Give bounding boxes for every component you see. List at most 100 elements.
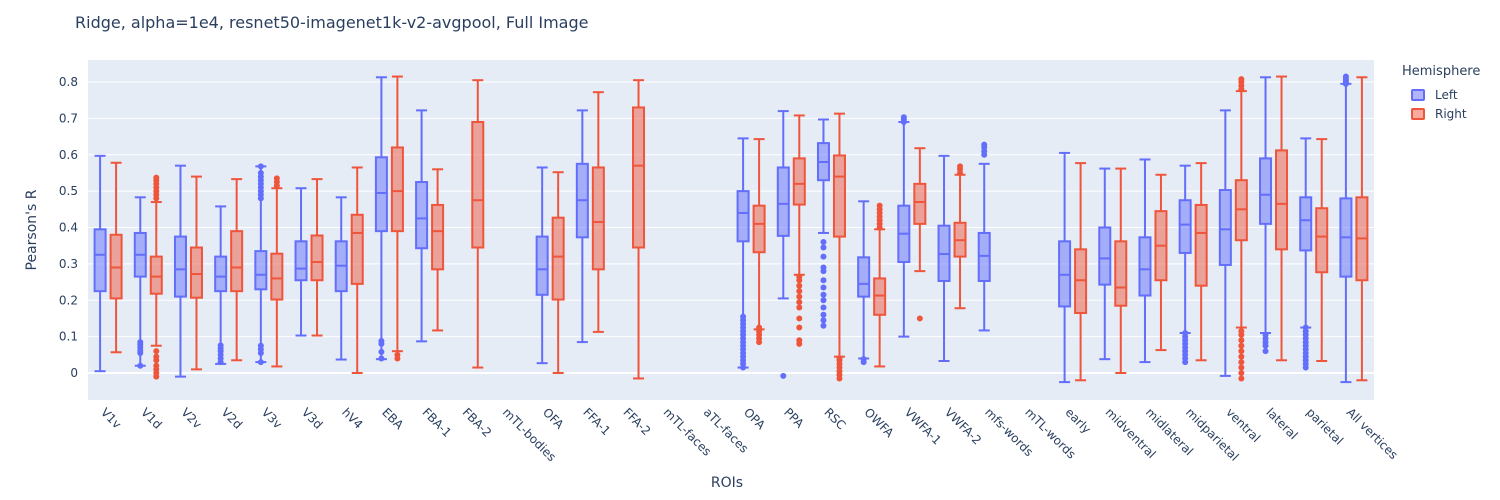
outlier-point bbox=[860, 356, 867, 363]
outlier-point bbox=[796, 324, 803, 331]
chart-title: Ridge, alpha=1e4, resnet50-imagenet1k-v2… bbox=[75, 13, 589, 32]
outlier-point bbox=[1238, 348, 1245, 355]
outlier-point bbox=[820, 264, 827, 271]
box-right[interactable] bbox=[1315, 138, 1329, 362]
box-iqr bbox=[857, 256, 871, 298]
legend-item-left[interactable]: Left bbox=[1411, 85, 1480, 104]
box-iqr bbox=[1275, 149, 1289, 251]
outlier-point bbox=[820, 317, 827, 324]
box-right[interactable] bbox=[1114, 167, 1128, 374]
box-right[interactable] bbox=[913, 147, 927, 322]
outlier-point bbox=[820, 239, 827, 246]
box-left[interactable] bbox=[1299, 137, 1313, 371]
box-right[interactable] bbox=[189, 175, 203, 371]
box-right[interactable] bbox=[109, 161, 123, 354]
x-tick-label: V2v bbox=[178, 405, 204, 431]
box-left[interactable] bbox=[133, 196, 147, 369]
box-right[interactable] bbox=[1234, 76, 1248, 382]
box-right[interactable] bbox=[752, 138, 766, 346]
box-left[interactable] bbox=[1178, 164, 1192, 366]
box-right[interactable] bbox=[873, 202, 887, 368]
box-left[interactable] bbox=[857, 200, 871, 366]
x-tick-label: hV4 bbox=[339, 405, 365, 431]
outlier-point bbox=[820, 311, 827, 318]
outlier-point bbox=[1302, 324, 1309, 331]
box-right[interactable] bbox=[1074, 162, 1088, 382]
box-right[interactable] bbox=[350, 166, 364, 374]
outlier-point bbox=[257, 169, 264, 176]
outlier-point bbox=[257, 342, 264, 349]
outlier-point bbox=[916, 315, 923, 322]
box-right[interactable] bbox=[471, 79, 485, 369]
x-tick-label: early bbox=[1062, 405, 1093, 436]
box-left[interactable] bbox=[736, 137, 750, 371]
box-left[interactable] bbox=[897, 114, 911, 338]
y-tick-label: 0.3 bbox=[59, 257, 78, 271]
outlier-point bbox=[153, 348, 160, 355]
box-right[interactable] bbox=[632, 79, 646, 380]
box-right[interactable] bbox=[230, 178, 244, 362]
box-left[interactable] bbox=[776, 110, 790, 379]
outlier-point bbox=[1238, 342, 1245, 349]
box-left[interactable] bbox=[214, 205, 228, 366]
box-iqr bbox=[551, 216, 565, 301]
box-right[interactable] bbox=[792, 114, 806, 347]
box-iqr bbox=[350, 213, 364, 285]
box-left[interactable] bbox=[977, 141, 991, 332]
x-tick-label: lateral bbox=[1263, 405, 1300, 442]
box-right[interactable] bbox=[390, 75, 404, 362]
box-iqr bbox=[270, 252, 284, 301]
box-iqr bbox=[471, 121, 485, 249]
box-left[interactable] bbox=[1339, 73, 1353, 384]
box-right[interactable] bbox=[1275, 75, 1289, 362]
box-left[interactable] bbox=[1218, 109, 1232, 377]
box-right[interactable] bbox=[1194, 162, 1208, 362]
box-left[interactable] bbox=[415, 109, 429, 343]
box-left[interactable] bbox=[294, 187, 308, 337]
y-tick-label: 0.2 bbox=[59, 293, 78, 307]
outlier-point bbox=[820, 304, 827, 311]
box-left[interactable] bbox=[1098, 167, 1112, 361]
box-iqr bbox=[736, 190, 750, 243]
box-iqr bbox=[214, 255, 228, 293]
outlier-point bbox=[796, 315, 803, 322]
box-left[interactable] bbox=[173, 164, 187, 378]
outlier-point bbox=[257, 163, 264, 170]
box-right[interactable] bbox=[591, 91, 605, 333]
box-right[interactable] bbox=[431, 168, 445, 332]
box-left[interactable] bbox=[1058, 151, 1072, 384]
box-left[interactable] bbox=[1259, 76, 1273, 355]
box-left[interactable] bbox=[575, 109, 589, 344]
x-tick-label: FFA-2 bbox=[620, 405, 653, 438]
x-tick-label: OPA bbox=[741, 405, 769, 433]
box-right[interactable] bbox=[953, 163, 967, 310]
box-right[interactable] bbox=[551, 171, 565, 374]
x-tick-label: All vertices bbox=[1344, 405, 1401, 462]
outlier-point bbox=[378, 337, 385, 344]
box-right[interactable] bbox=[149, 174, 163, 380]
box-left[interactable] bbox=[254, 163, 268, 366]
box-left[interactable] bbox=[816, 118, 830, 329]
legend-item-right[interactable]: Right bbox=[1411, 104, 1480, 123]
outlier-point bbox=[273, 175, 280, 182]
outlier-point bbox=[836, 355, 843, 362]
box-right[interactable] bbox=[1355, 76, 1369, 382]
box-left[interactable] bbox=[1138, 158, 1152, 364]
box-left[interactable] bbox=[93, 154, 107, 373]
box-left[interactable] bbox=[334, 196, 348, 361]
box-right[interactable] bbox=[1154, 173, 1168, 352]
outlier-point bbox=[981, 141, 988, 148]
box-right[interactable] bbox=[270, 175, 284, 368]
box-iqr bbox=[632, 106, 646, 249]
outlier-point bbox=[796, 293, 803, 300]
box-left[interactable] bbox=[937, 154, 951, 362]
box-iqr bbox=[591, 166, 605, 271]
box-iqr bbox=[230, 230, 244, 293]
box-left[interactable] bbox=[535, 166, 549, 365]
x-tick-label: VWFA-2 bbox=[942, 405, 984, 447]
box-left[interactable] bbox=[374, 76, 388, 362]
box-right[interactable] bbox=[832, 112, 846, 382]
box-right[interactable] bbox=[310, 178, 324, 337]
outlier-point bbox=[394, 351, 401, 358]
x-tick-label: FBA-1 bbox=[419, 405, 454, 440]
